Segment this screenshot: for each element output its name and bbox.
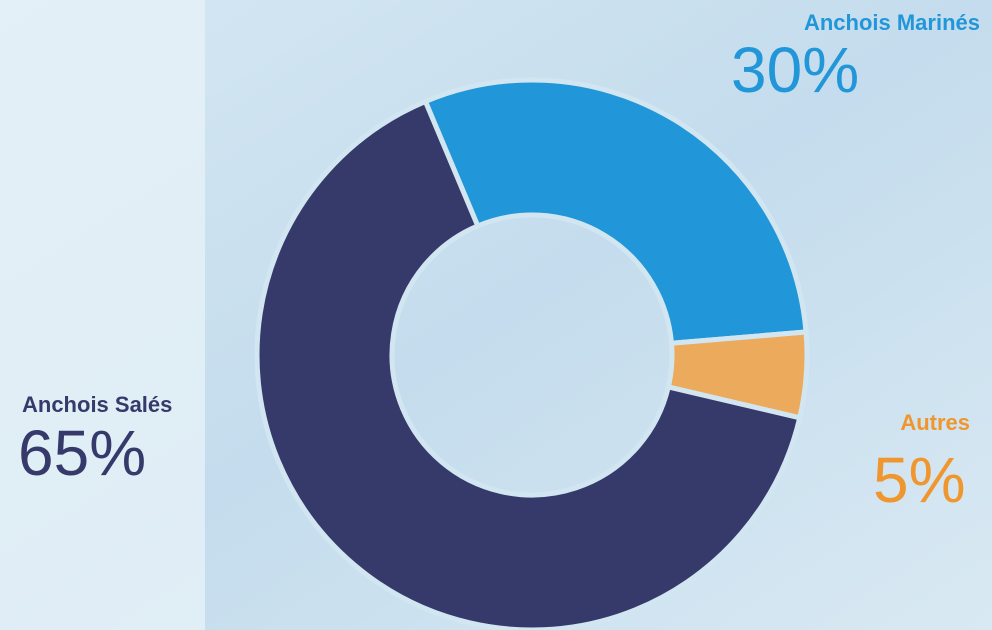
slice-name: Anchois Marinés [804,10,980,35]
slice-value: 5% [873,444,966,516]
side-panel [0,0,205,630]
slice-name: Anchois Salés [22,392,172,417]
slice-value: 30% [731,34,859,106]
slice-value: 65% [18,417,146,489]
slice-name: Autres [900,410,970,435]
donut [254,77,810,630]
slice [254,98,803,630]
slice [422,77,809,346]
